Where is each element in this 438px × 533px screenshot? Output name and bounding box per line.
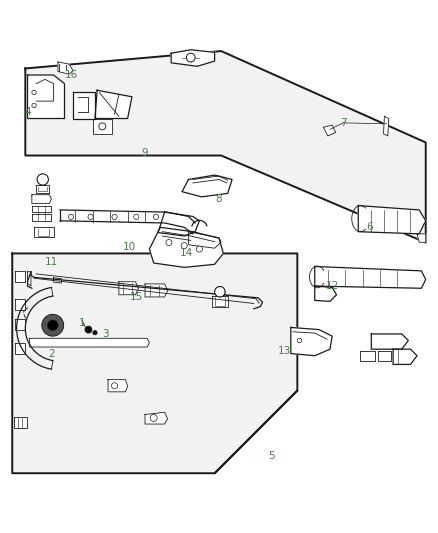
Circle shape bbox=[32, 90, 36, 94]
Text: 15: 15 bbox=[130, 292, 143, 302]
Polygon shape bbox=[12, 254, 297, 473]
Circle shape bbox=[166, 239, 172, 246]
Circle shape bbox=[112, 214, 117, 220]
Polygon shape bbox=[171, 50, 215, 66]
Circle shape bbox=[196, 246, 202, 252]
Polygon shape bbox=[28, 75, 64, 118]
Circle shape bbox=[88, 214, 93, 220]
Circle shape bbox=[186, 53, 195, 62]
Polygon shape bbox=[315, 286, 336, 301]
Polygon shape bbox=[25, 51, 426, 243]
Polygon shape bbox=[93, 118, 113, 134]
Polygon shape bbox=[36, 184, 49, 193]
Text: 2: 2 bbox=[48, 349, 55, 359]
Circle shape bbox=[150, 415, 157, 422]
Polygon shape bbox=[34, 228, 53, 237]
Polygon shape bbox=[32, 206, 51, 212]
Polygon shape bbox=[291, 327, 332, 356]
Polygon shape bbox=[315, 266, 426, 288]
Polygon shape bbox=[108, 379, 127, 392]
Circle shape bbox=[153, 214, 159, 220]
Text: 8: 8 bbox=[215, 194, 223, 204]
Text: 9: 9 bbox=[142, 148, 148, 158]
Polygon shape bbox=[182, 175, 232, 197]
Polygon shape bbox=[95, 90, 132, 118]
Polygon shape bbox=[14, 417, 27, 429]
Polygon shape bbox=[378, 351, 391, 361]
Polygon shape bbox=[73, 92, 95, 118]
Polygon shape bbox=[188, 232, 221, 248]
Circle shape bbox=[99, 123, 106, 130]
Polygon shape bbox=[360, 351, 375, 361]
Circle shape bbox=[134, 214, 139, 220]
Polygon shape bbox=[149, 228, 223, 268]
Circle shape bbox=[68, 214, 74, 220]
Text: 1: 1 bbox=[78, 318, 85, 328]
Polygon shape bbox=[15, 271, 25, 282]
Text: 5: 5 bbox=[268, 451, 275, 461]
Polygon shape bbox=[119, 282, 138, 295]
Circle shape bbox=[181, 243, 187, 249]
Polygon shape bbox=[32, 195, 51, 204]
Circle shape bbox=[93, 330, 97, 335]
Polygon shape bbox=[32, 214, 51, 221]
Polygon shape bbox=[28, 272, 31, 286]
Polygon shape bbox=[15, 343, 25, 353]
Polygon shape bbox=[393, 349, 417, 365]
Polygon shape bbox=[58, 62, 73, 74]
Polygon shape bbox=[323, 125, 336, 136]
Polygon shape bbox=[145, 413, 168, 424]
Polygon shape bbox=[30, 338, 149, 347]
Circle shape bbox=[32, 103, 36, 108]
Polygon shape bbox=[53, 278, 61, 283]
Polygon shape bbox=[145, 284, 168, 297]
Polygon shape bbox=[15, 299, 25, 310]
Text: 11: 11 bbox=[45, 257, 58, 267]
Circle shape bbox=[37, 174, 48, 185]
Circle shape bbox=[215, 287, 225, 297]
Circle shape bbox=[42, 314, 64, 336]
Text: 3: 3 bbox=[102, 329, 109, 339]
Circle shape bbox=[47, 320, 58, 330]
Polygon shape bbox=[15, 319, 25, 329]
Text: 12: 12 bbox=[325, 281, 339, 291]
Polygon shape bbox=[358, 206, 426, 234]
Circle shape bbox=[297, 338, 302, 343]
Text: 4: 4 bbox=[24, 107, 31, 117]
Text: 6: 6 bbox=[366, 222, 372, 232]
Text: 14: 14 bbox=[180, 248, 193, 259]
Polygon shape bbox=[371, 334, 408, 349]
Text: 7: 7 bbox=[340, 118, 346, 128]
Circle shape bbox=[85, 326, 92, 333]
Polygon shape bbox=[158, 212, 199, 236]
Text: 10: 10 bbox=[123, 242, 136, 252]
Text: 16: 16 bbox=[64, 70, 78, 80]
Circle shape bbox=[112, 383, 117, 389]
Polygon shape bbox=[212, 296, 228, 306]
Text: 13: 13 bbox=[278, 346, 291, 357]
Polygon shape bbox=[384, 116, 389, 136]
Polygon shape bbox=[417, 234, 426, 243]
